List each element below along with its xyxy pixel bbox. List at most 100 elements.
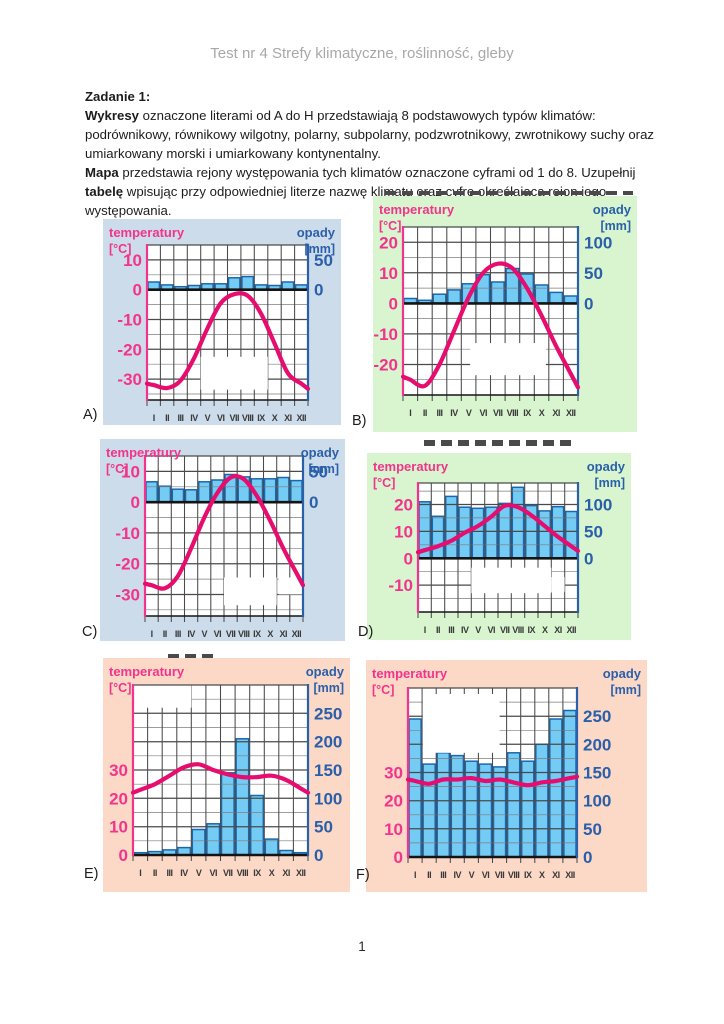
temp-axis-title: temperatury [109, 225, 185, 240]
svg-text:I: I [409, 408, 411, 418]
svg-text:X: X [267, 629, 273, 639]
svg-text:II: II [163, 629, 167, 639]
precip-bar [431, 515, 445, 559]
svg-text:10: 10 [394, 522, 413, 541]
task-line: Wykresy oznaczone literami od A do H prz… [85, 108, 596, 123]
svg-text:V: V [196, 868, 202, 878]
svg-text:IV: IV [190, 413, 198, 423]
precip-bar [158, 485, 172, 503]
temp-axis-title: temperatury [379, 202, 455, 217]
month-axis-labels: I II III IV V VI VII VIII IX X XI XII [151, 629, 302, 639]
precip-bar [549, 291, 564, 305]
precip-bar [511, 486, 525, 559]
precip-axis-unit: [mm] [313, 681, 344, 695]
svg-text:XII: XII [565, 870, 575, 880]
svg-text:I: I [153, 413, 155, 423]
temp-axis-title: temperatury [373, 459, 449, 474]
climograph-panel-E: 30 20 10 0 250 200 150 100 50 0 temperatury [°C] opa… [103, 658, 350, 892]
axis-titles: temperatury [°C] opady [mm] [379, 202, 632, 233]
task-line: podrównikowy, równikowy wilgotny, polarn… [85, 127, 655, 142]
svg-text:-10: -10 [117, 311, 142, 330]
precip-bar [264, 838, 279, 856]
precip-bar [191, 828, 206, 856]
chart-label-F: F) [356, 867, 370, 883]
precip-bars [133, 738, 308, 856]
svg-text:-30: -30 [115, 586, 140, 605]
clipped-text-remnant [385, 191, 633, 195]
svg-text:0: 0 [314, 846, 323, 865]
task-text: Zadanie 1: Wykresy oznaczone literami od … [85, 87, 685, 220]
svg-text:0: 0 [131, 493, 140, 512]
precip-bar [436, 752, 451, 858]
svg-text:IV: IV [454, 870, 462, 880]
precip-axis-unit: [mm] [304, 242, 335, 256]
svg-text:50: 50 [314, 818, 333, 837]
svg-text:IV: IV [461, 625, 469, 635]
svg-text:-10: -10 [388, 576, 413, 595]
svg-text:V: V [466, 408, 472, 418]
task-line: umiarkowany morski i umiarkowany kontyne… [85, 146, 381, 161]
svg-text:250: 250 [314, 704, 342, 723]
precip-bar [145, 481, 158, 503]
svg-text:150: 150 [583, 764, 611, 783]
temp-axis-unit: [°C] [109, 681, 131, 695]
axis-titles: temperatury [°C] opady [mm] [372, 666, 642, 697]
svg-text:-20: -20 [373, 356, 398, 375]
svg-text:IX: IX [523, 408, 531, 418]
whiteout-box [471, 567, 552, 594]
precip-bar [249, 794, 265, 856]
climograph-svg-F: 3020100250200150100500temperatury[°C]opa… [372, 666, 642, 880]
precip-bar [408, 718, 422, 858]
whiteout-box [224, 577, 277, 606]
svg-text:VI: VI [488, 625, 496, 635]
svg-text:0: 0 [309, 493, 318, 512]
svg-text:VI: VI [209, 868, 217, 878]
precip-axis-title: opady [306, 664, 345, 679]
svg-text:30: 30 [384, 764, 403, 783]
svg-text:VIII: VIII [238, 629, 250, 639]
precip-tick-labels: 50 0 [309, 462, 328, 512]
svg-text:VI: VI [482, 870, 490, 880]
svg-text:XII: XII [297, 413, 307, 423]
svg-text:V: V [475, 625, 481, 635]
precip-bars [408, 709, 577, 858]
climograph-svg-C: 10 0 -10 -20 -30 50 0 temperatury [°C] opady [mm] I… [106, 445, 340, 639]
clipped-text-remnant [424, 440, 574, 446]
svg-text:VI: VI [217, 413, 225, 423]
svg-text:10: 10 [121, 462, 140, 481]
svg-text:IX: IX [257, 413, 265, 423]
svg-text:VII: VII [229, 413, 239, 423]
precip-bar [432, 293, 447, 305]
svg-text:20: 20 [379, 233, 398, 252]
whiteout-box [134, 685, 192, 708]
svg-text:20: 20 [394, 496, 413, 515]
temp-axis-unit: [°C] [109, 242, 131, 256]
svg-text:III: III [166, 868, 172, 878]
axis-titles: temperatury [°C] opady [mm] [373, 459, 626, 490]
whiteout-box [278, 577, 303, 595]
svg-text:XII: XII [296, 868, 306, 878]
svg-text:-20: -20 [117, 340, 142, 359]
precip-bar [263, 478, 277, 503]
whiteout-box [551, 577, 565, 592]
svg-text:III: III [440, 870, 446, 880]
svg-text:0: 0 [119, 846, 128, 865]
month-axis-labels: I II III IV V VI VII VIII IX X XI XII [414, 870, 575, 880]
svg-text:20: 20 [384, 792, 403, 811]
svg-text:XI: XI [552, 408, 560, 418]
precip-axis-title: opady [593, 202, 632, 217]
svg-text:IV: IV [187, 629, 195, 639]
precip-bar [450, 754, 465, 858]
precip-axis-title: opady [297, 225, 336, 240]
svg-text:0: 0 [389, 294, 398, 313]
svg-text:III: III [448, 625, 454, 635]
precip-bar [534, 284, 549, 305]
precip-axis-unit: [mm] [594, 476, 625, 490]
month-axis-labels: I II III IV V VI VII VIII IX X XI XII [424, 625, 577, 635]
task-line: występowania. [85, 203, 172, 218]
svg-text:20: 20 [109, 789, 128, 808]
chart-label-B: B) [352, 413, 367, 429]
precip-tick-labels: 250 200 150 100 50 0 [314, 704, 342, 865]
svg-text:IX: IX [524, 870, 532, 880]
